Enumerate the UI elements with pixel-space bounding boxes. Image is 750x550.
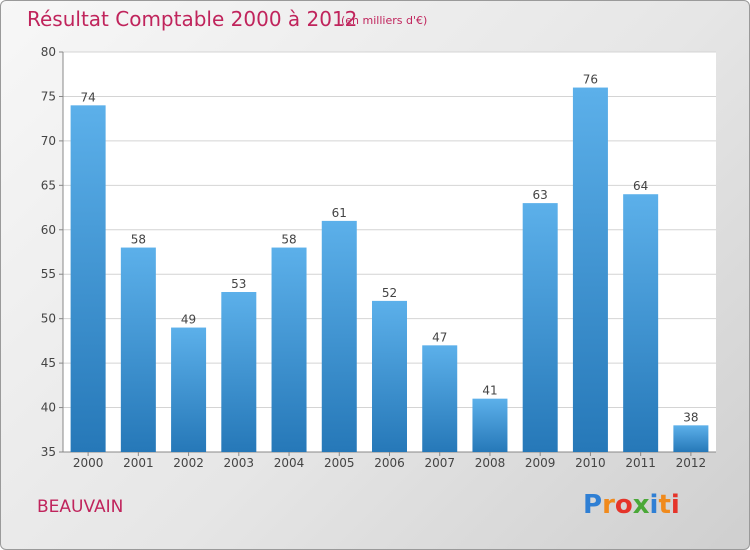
bar-2011 (623, 194, 659, 452)
value-label-2000: 74 (80, 90, 95, 104)
y-tick-label: 60 (41, 223, 56, 237)
x-tick-label-2008: 2008 (475, 456, 506, 470)
logo-letter: x (632, 490, 650, 520)
bar-2005 (321, 220, 357, 452)
bar-2007 (422, 345, 458, 452)
x-tick-label-2009: 2009 (525, 456, 556, 470)
y-tick-label: 65 (41, 178, 56, 192)
y-tick-label: 40 (41, 401, 56, 415)
logo-letter: P (583, 490, 603, 520)
bar-2008 (472, 398, 508, 452)
logo-letter: r (602, 490, 615, 520)
bar-2010 (572, 87, 608, 453)
bar-2009 (522, 203, 558, 452)
city-name: BEAUVAIN (37, 497, 124, 517)
bar-2003 (221, 292, 257, 452)
chart-title: Résultat Comptable 2000 à 2012 (27, 7, 358, 31)
y-tick-label: 70 (41, 134, 56, 148)
y-tick-label: 75 (41, 89, 56, 103)
y-tick-label: 45 (41, 356, 56, 370)
x-tick-label-2004: 2004 (274, 456, 305, 470)
value-label-2012: 38 (683, 410, 698, 424)
x-tick-label-2002: 2002 (173, 456, 204, 470)
bar-2002 (171, 327, 207, 452)
value-label-2006: 52 (382, 286, 397, 300)
value-label-2010: 76 (583, 73, 598, 87)
x-tick-label-2010: 2010 (575, 456, 606, 470)
value-label-2004: 58 (281, 233, 296, 247)
value-label-2003: 53 (231, 277, 246, 291)
x-tick-label-2012: 2012 (676, 456, 707, 470)
value-label-2009: 63 (533, 188, 548, 202)
value-label-2001: 58 (131, 233, 146, 247)
value-label-2005: 61 (332, 206, 347, 220)
proxiti-logo: Proxiti (583, 490, 680, 520)
logo-letter: i (670, 490, 680, 520)
logo-letter: i (649, 490, 659, 520)
y-tick-label: 55 (41, 267, 56, 281)
bar-2000 (70, 105, 106, 452)
value-label-2007: 47 (432, 330, 447, 344)
y-tick-label: 50 (41, 312, 56, 326)
value-label-2011: 64 (633, 179, 648, 193)
y-tick-label: 35 (41, 445, 56, 459)
bar-2004 (271, 247, 307, 452)
bar-2012 (673, 425, 709, 452)
value-label-2002: 49 (181, 313, 196, 327)
x-tick-label-2011: 2011 (625, 456, 656, 470)
value-label-2008: 41 (482, 384, 497, 398)
x-tick-label-2003: 2003 (224, 456, 255, 470)
x-tick-label-2007: 2007 (424, 456, 455, 470)
x-tick-label-2001: 2001 (123, 456, 154, 470)
bar-2006 (372, 300, 407, 452)
x-tick-label-2005: 2005 (324, 456, 355, 470)
chart-subtitle: (en milliers d'€) (341, 14, 428, 27)
logo-letter: t (658, 490, 671, 520)
x-tick-label-2006: 2006 (374, 456, 405, 470)
bar-2001 (120, 247, 156, 452)
x-tick-label-2000: 2000 (73, 456, 104, 470)
y-tick-label: 80 (41, 45, 56, 59)
logo-letter: o (614, 490, 633, 520)
